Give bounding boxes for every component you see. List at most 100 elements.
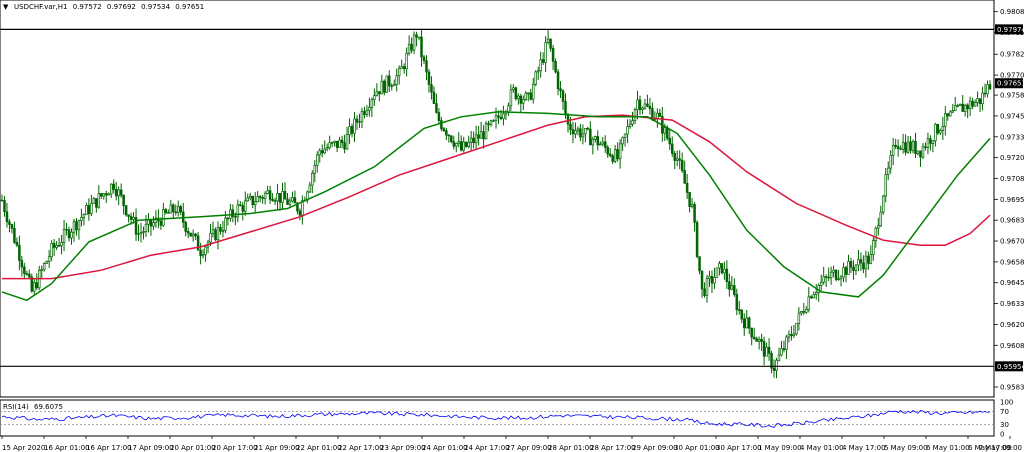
candle-body [107, 193, 110, 196]
time-tick-label: 20 Apr 01:00 [170, 444, 216, 452]
candle-body [812, 294, 815, 299]
rsi-pane-border [0, 399, 995, 437]
rsi-tick-label: 70 [1000, 408, 1009, 416]
candle-body [174, 211, 178, 213]
price-tick-label: 0.97455 [1000, 112, 1024, 120]
candle-body [440, 120, 443, 130]
candle-body [643, 103, 647, 109]
candle-body [479, 131, 483, 139]
open-value: 0.97572 [73, 3, 102, 11]
candle-body [224, 217, 227, 231]
candle-body [986, 84, 989, 95]
candle-body [65, 228, 68, 231]
candle-body [288, 200, 292, 205]
candle-body [97, 193, 101, 208]
candle-body [325, 147, 329, 150]
time-tick-label: 22 Apr 17:00 [338, 444, 384, 452]
candle-body [119, 189, 123, 196]
candle-body [703, 288, 706, 296]
candle-body [584, 128, 587, 135]
candle-body [541, 59, 545, 63]
candle-body [978, 98, 982, 105]
candle-body [109, 183, 113, 195]
price-label-text: 0.97974 [997, 26, 1024, 34]
candle-body [911, 141, 915, 151]
candle-body [939, 130, 942, 134]
candle-body [30, 276, 34, 292]
candle-body [904, 142, 907, 153]
candle-body [283, 190, 287, 200]
candle-body [248, 195, 252, 199]
candle-body [221, 229, 225, 232]
time-tick-label: 24 Apr 01:00 [422, 444, 468, 452]
rsi-tick-label: 30 [1000, 421, 1009, 429]
candle-body [556, 71, 560, 90]
candle-body [105, 193, 108, 196]
candle-body [388, 75, 391, 87]
candle-body [18, 244, 21, 261]
candle-body [807, 296, 811, 310]
candle-body [114, 189, 118, 197]
candle-body [589, 128, 592, 146]
candle-body [827, 276, 830, 279]
candle-body [455, 142, 458, 147]
candle-body [909, 141, 912, 151]
candle-body [298, 210, 302, 216]
candle-body [241, 205, 245, 212]
candle-body [311, 172, 314, 186]
candle-body [899, 148, 902, 150]
candle-body [648, 105, 652, 109]
candle-body [574, 130, 577, 135]
candle-body [211, 229, 215, 234]
candle-body [179, 206, 182, 213]
candle-body [872, 240, 875, 255]
candle-body [641, 107, 644, 110]
candle-body [45, 261, 48, 264]
candle-body [410, 43, 413, 51]
candle-body [95, 198, 98, 208]
candle-body [606, 147, 609, 155]
candle-body [348, 126, 351, 135]
candle-body [42, 263, 46, 270]
candle-body [338, 139, 341, 148]
symbol-label: USDCHF.var,H1 [14, 3, 68, 11]
candle-body [772, 367, 776, 371]
candle-body [452, 141, 456, 147]
dropdown-triangle-icon[interactable]: ▼ [3, 3, 9, 11]
candle-body [33, 282, 36, 292]
candle-body [417, 36, 421, 39]
candle-body [810, 296, 813, 299]
candlesticks [0, 28, 992, 379]
candle-body [308, 184, 312, 193]
candle-body [244, 200, 247, 212]
time-tick-label: 16 Apr 01:00 [44, 444, 90, 452]
low-value: 0.97534 [141, 3, 170, 11]
candle-body [239, 204, 242, 207]
rsi-levels [0, 411, 994, 425]
main-pane-border [0, 0, 995, 398]
candle-body [472, 137, 475, 144]
time-tick-label: 28 Apr 01:00 [548, 444, 594, 452]
candle-body [834, 269, 838, 280]
candle-body [599, 143, 602, 146]
candle-body [256, 196, 259, 203]
candle-body [914, 141, 917, 155]
candle-body [266, 190, 269, 194]
candle-body [973, 101, 977, 107]
candle-body [747, 317, 751, 329]
candle-body [961, 103, 964, 112]
candle-body [738, 309, 741, 311]
candle-body [663, 127, 667, 134]
candle-body [517, 95, 520, 100]
candle-body [569, 123, 572, 130]
candle-body [380, 80, 384, 95]
candle-body [263, 193, 267, 199]
candle-body [20, 260, 24, 268]
candle-body [921, 146, 925, 158]
